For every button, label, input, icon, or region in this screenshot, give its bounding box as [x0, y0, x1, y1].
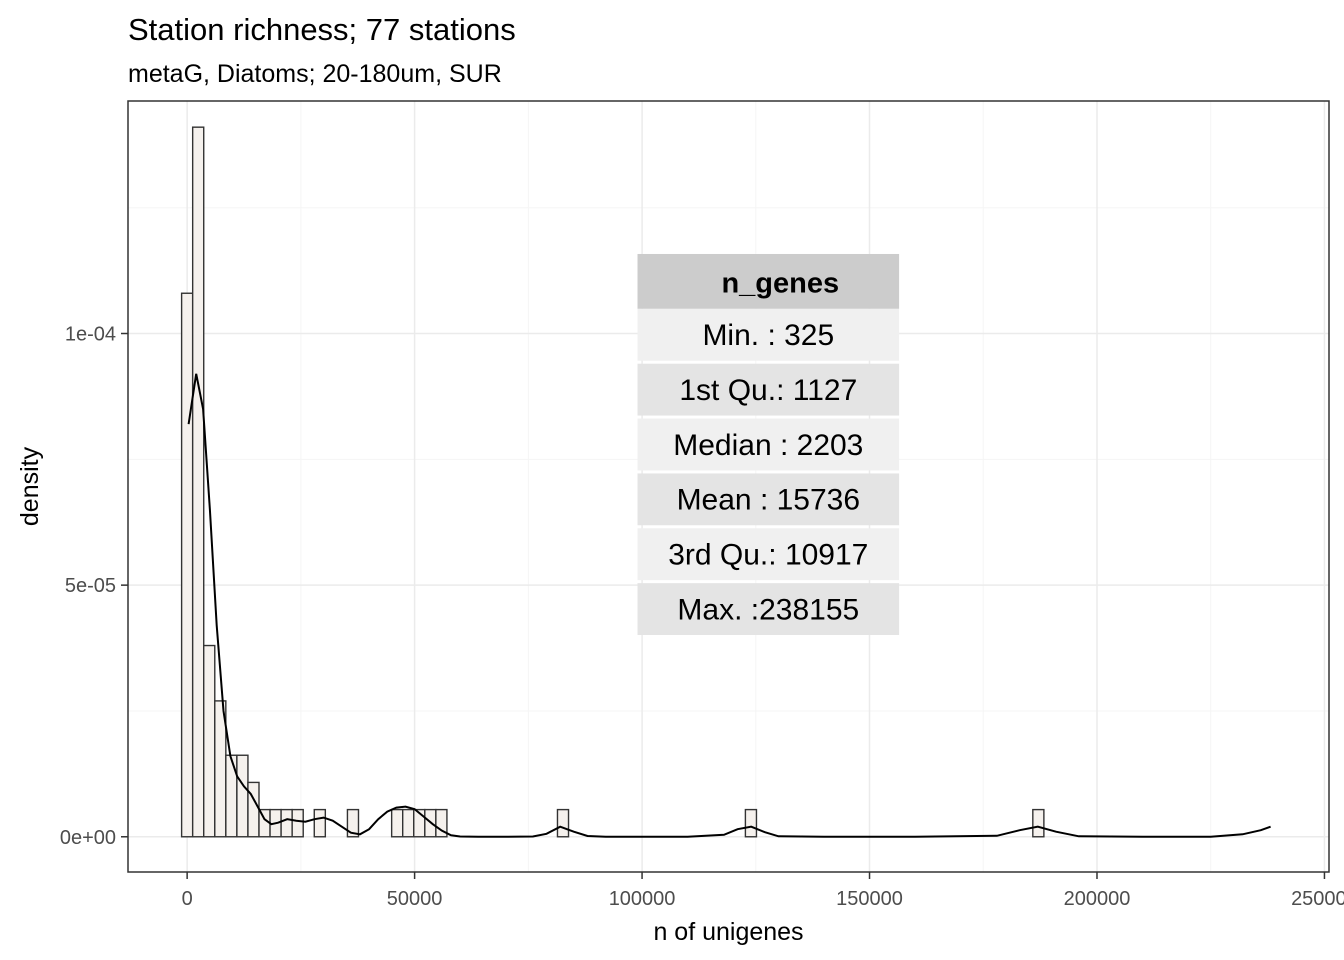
table-header: n_genes [721, 267, 839, 299]
x-tick-label: 150000 [836, 888, 903, 910]
y-tick-label: 1e-04 [65, 324, 116, 346]
x-tick-label: 50000 [387, 888, 443, 910]
table-row: Median : 2203 [673, 429, 863, 462]
table-row-bg [637, 308, 900, 361]
table-row: Min. : 325 [702, 319, 834, 352]
y-tick-label: 0e+00 [60, 827, 116, 849]
table-row: Max. :238155 [677, 593, 859, 626]
table-row: Mean : 15736 [677, 484, 860, 517]
table-row-bg [637, 528, 900, 581]
histogram-bar [390, 808, 404, 838]
table-row-bg [637, 418, 900, 471]
table-row: 3rd Qu.: 10917 [668, 538, 868, 571]
x-tick-label: 0 [182, 888, 193, 910]
table-row: 1st Qu.: 1127 [679, 374, 857, 407]
histogram-bar [236, 754, 249, 838]
histogram-bar [346, 808, 360, 838]
histogram-bar [280, 808, 293, 838]
table-header-bg [637, 253, 900, 309]
table-row-bg [637, 473, 900, 526]
histogram-bar [744, 808, 758, 838]
histogram-bar [435, 808, 448, 838]
chart-title: Station richness; 77 stations [128, 12, 516, 47]
chart-subtitle: metaG, Diatoms; 20-180um, SUR [128, 60, 502, 88]
histogram-bar [291, 808, 304, 838]
histogram-bar [191, 126, 205, 838]
histogram-bar [247, 781, 260, 838]
x-axis-title: n of unigenes [653, 918, 803, 946]
histogram-bar [402, 808, 415, 838]
table-row-bg [637, 363, 900, 416]
y-tick-label: 5e-05 [65, 575, 116, 597]
y-axis-title: density [16, 446, 44, 526]
x-tick-label: 100000 [609, 888, 676, 910]
histogram-bar [556, 808, 570, 838]
histogram-bar [313, 808, 327, 838]
density-curve [187, 373, 1271, 838]
x-tick-label: 200000 [1064, 888, 1131, 910]
table-row-bg [637, 583, 900, 635]
panel-border [127, 100, 1330, 873]
histogram-bar [203, 644, 216, 838]
histogram-bar [1032, 808, 1045, 838]
histogram-bar [180, 292, 194, 838]
